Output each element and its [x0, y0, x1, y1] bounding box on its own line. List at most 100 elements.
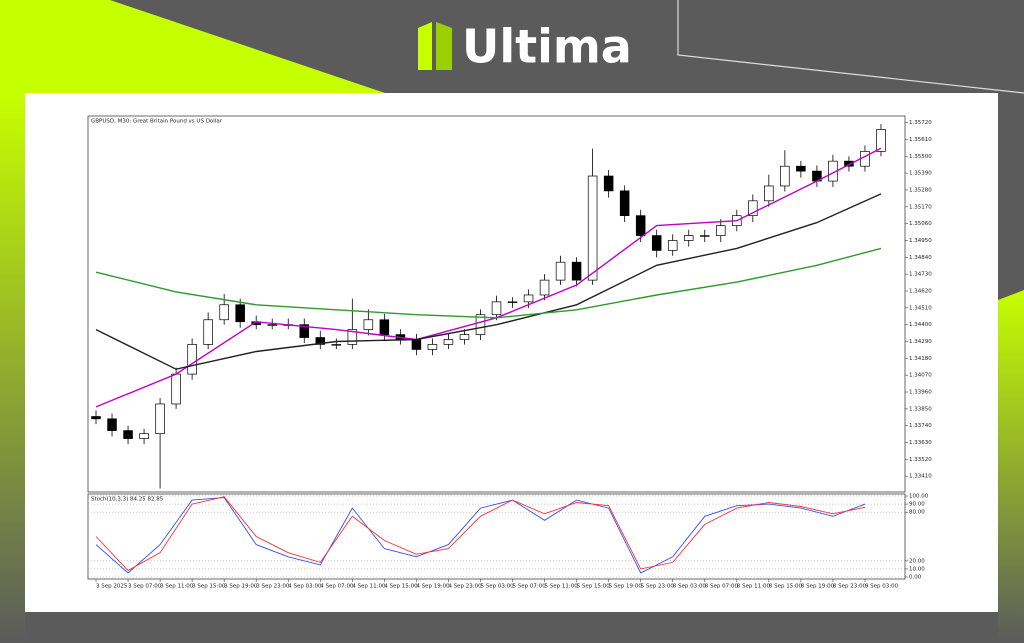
candle-body [427, 344, 438, 350]
y-tick-label: 80.00 [909, 510, 925, 516]
y-tick-label: 0.00 [909, 575, 922, 581]
candle-body [844, 160, 854, 167]
x-tick-label: 9 Sep 03:00 [865, 584, 899, 590]
x-tick-label: 5 Sep 23:00 [641, 584, 675, 590]
candle-body [443, 339, 454, 345]
candle-body [748, 200, 758, 217]
y-tick-label: 1.33410 [909, 474, 932, 480]
x-tick-label: 8 Sep 23:00 [833, 584, 867, 590]
candle-body [683, 235, 694, 241]
x-tick-label: 8 Sep 03:00 [673, 584, 707, 590]
y-tick-label: 1.33960 [909, 390, 932, 396]
candle-body [459, 334, 470, 340]
accent-line [677, 0, 1024, 94]
y-tick-label: 1.34620 [909, 288, 932, 294]
x-tick-label: 4 Sep 03:00 [288, 584, 322, 590]
candle-body [107, 418, 117, 431]
x-tick-label: 4 Sep 11:00 [352, 584, 386, 590]
y-tick-label: 1.35720 [909, 120, 932, 126]
candle-body [267, 324, 277, 326]
y-tick-label: 10.00 [909, 566, 925, 572]
series-line [95, 497, 866, 574]
x-tick-label: 5 Sep 15:00 [577, 584, 611, 590]
candle-body [171, 373, 181, 405]
y-tick-label: 1.34070 [909, 373, 932, 379]
x-tick-label: 8 Sep 15:00 [769, 584, 803, 590]
candle-body [411, 339, 422, 350]
brand: Ultima [462, 20, 632, 74]
candle-body [651, 235, 662, 251]
candle-body [603, 175, 614, 192]
y-tick-label: 1.34290 [909, 339, 932, 345]
candle-body [780, 165, 790, 187]
stoch-pane [87, 493, 906, 580]
y-tick-label: 1.35060 [909, 221, 932, 227]
y-tick-label: 1.35610 [909, 137, 932, 143]
candle-body [716, 225, 726, 236]
series-line [95, 496, 866, 572]
candle-body [475, 314, 486, 335]
indicator-title: Stoch(10,3,3) 84.25 82.85 [91, 497, 164, 503]
series-line [95, 193, 882, 370]
chart-title: GBPUSD, M30: Great Britain Pound vs US D… [91, 119, 223, 125]
x-tick-label: 4 Sep 23:00 [448, 584, 482, 590]
x-tick-label: 8 Sep 19:00 [801, 584, 835, 590]
x-tick-label: 8 Sep 11:00 [737, 584, 771, 590]
candle-body [555, 261, 566, 281]
x-tick-label: 8 Sep 07:00 [705, 584, 739, 590]
x-tick-label: 5 Sep 11:00 [545, 584, 579, 590]
y-tick-label: 1.33850 [909, 406, 932, 412]
accent-right [998, 290, 1024, 643]
y-tick-label: 1.33630 [909, 440, 932, 446]
logo: Ultima [418, 20, 632, 74]
y-tick-label: 1.34840 [909, 255, 932, 261]
y-tick-label: 1.35500 [909, 154, 932, 160]
candle-body [379, 319, 390, 335]
candle-body [507, 301, 518, 304]
x-tick-label: 4 Sep 19:00 [416, 584, 450, 590]
candle-body [235, 304, 245, 323]
x-tick-label: 5 Sep 19:00 [609, 584, 643, 590]
x-tick-label: 5 Sep 03:00 [480, 584, 514, 590]
series-line [95, 247, 882, 319]
y-tick-label: 1.35390 [909, 171, 932, 177]
candle-body [347, 329, 358, 345]
y-tick-label: 1.34730 [909, 272, 932, 278]
candle-body [139, 433, 149, 439]
candle-body [619, 190, 630, 217]
candle-body [796, 165, 806, 172]
x-tick-label: 4 Sep 07:00 [320, 584, 354, 590]
y-tick-label: 90.00 [909, 502, 925, 508]
candle-body [635, 215, 646, 236]
x-tick-label: 3 Sep 23:00 [256, 584, 290, 590]
candle-body [219, 304, 229, 321]
x-tick-label: 4 Sep 15:00 [384, 584, 418, 590]
candle-body [699, 235, 710, 237]
candle-body [123, 430, 133, 439]
y-tick-label: 1.35280 [909, 187, 932, 193]
y-tick-label: 100.00 [909, 494, 929, 500]
candle-body [876, 129, 886, 152]
x-tick-label: 5 Sep 07:00 [513, 584, 547, 590]
candle-body [587, 175, 598, 281]
candle-body [203, 319, 213, 345]
y-tick-label: 1.34510 [909, 305, 932, 311]
y-tick-label: 20.00 [909, 558, 925, 564]
x-tick-label: 3 Sep 19:00 [224, 584, 258, 590]
y-tick-label: 1.33520 [909, 457, 932, 463]
candle-body [363, 319, 374, 330]
x-tick-label: 3 Sep 07:00 [128, 584, 162, 590]
candle-body [315, 337, 326, 345]
accent-left [0, 93, 25, 643]
candle-body [539, 279, 550, 296]
candle-body [667, 240, 678, 251]
x-tick-label: 3 Sep 11:00 [160, 584, 194, 590]
y-tick-label: 1.34400 [909, 322, 932, 328]
y-tick-label: 1.34180 [909, 356, 932, 362]
candle-body [331, 344, 342, 346]
x-tick-label: 3 Sep 15:00 [192, 584, 226, 590]
candle-body [91, 416, 101, 420]
accent-top [0, 0, 385, 93]
logo-icon [436, 22, 452, 70]
